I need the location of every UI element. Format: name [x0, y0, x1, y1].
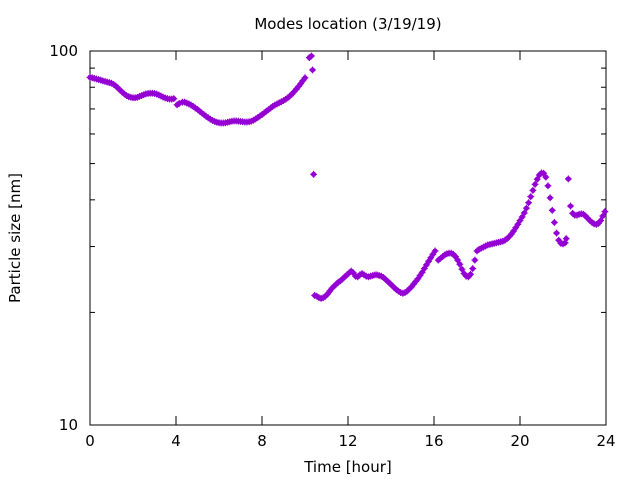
data-point	[418, 268, 426, 276]
x-tick-label: 16	[424, 432, 443, 450]
data-point	[599, 212, 607, 220]
data-point	[527, 193, 535, 201]
data-point	[529, 186, 537, 194]
y-tick-label: 100	[49, 42, 78, 60]
data-point	[520, 209, 528, 217]
data-point	[467, 270, 474, 278]
data-point	[562, 235, 570, 243]
data-point	[567, 202, 574, 210]
data-point	[308, 52, 315, 60]
data-point	[551, 219, 558, 226]
data-point	[553, 229, 560, 237]
data-point	[456, 260, 464, 268]
x-tick-label: 0	[85, 432, 95, 450]
y-tick-label: 10	[59, 416, 78, 434]
data-point	[309, 66, 316, 74]
data-point	[301, 74, 309, 82]
data-point	[542, 173, 550, 181]
data-point	[310, 170, 317, 178]
data-point	[525, 199, 532, 207]
data-points	[86, 52, 609, 302]
data-point	[561, 239, 569, 247]
data-point	[597, 217, 605, 224]
data-point	[458, 265, 466, 273]
x-tick-label: 4	[171, 432, 181, 450]
y-axis-label: Particle size [nm]	[6, 173, 24, 303]
x-tick-label: 8	[257, 432, 267, 450]
data-point	[523, 204, 530, 212]
chart-title: Modes location (3/19/19)	[254, 15, 441, 33]
data-point	[471, 256, 479, 264]
data-point	[531, 180, 539, 188]
data-point	[431, 247, 439, 255]
data-point	[544, 182, 552, 190]
data-point	[601, 208, 609, 216]
x-tick-label: 12	[338, 432, 357, 450]
data-point	[546, 194, 554, 202]
x-tick-label: 24	[596, 432, 615, 450]
data-point	[454, 256, 462, 264]
x-tick-label: 20	[510, 432, 529, 450]
data-point	[469, 265, 477, 272]
data-point	[518, 213, 526, 221]
x-axis-label: Time [hour]	[303, 458, 392, 476]
data-point	[533, 175, 541, 183]
data-point	[540, 169, 548, 177]
data-point	[170, 95, 178, 102]
data-point	[564, 175, 572, 183]
axis-ticks: 0 4 8 12 16 20 24 10 100	[49, 42, 615, 450]
data-point	[548, 206, 556, 214]
plot-area	[89, 50, 607, 426]
